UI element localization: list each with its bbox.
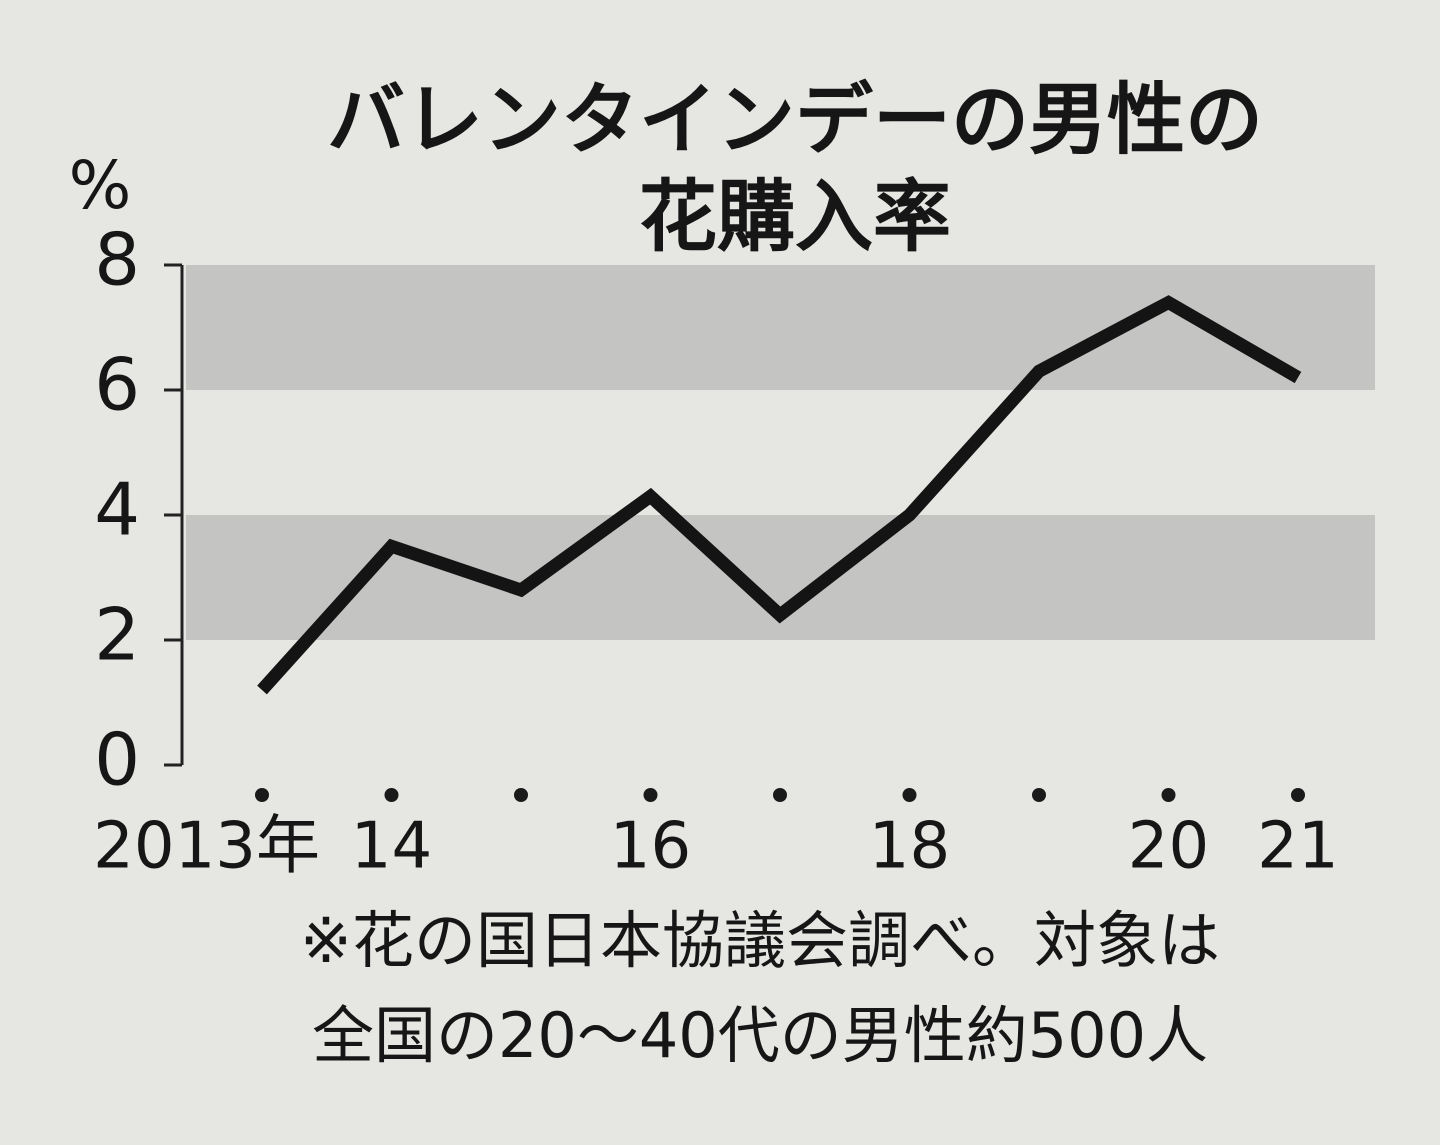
- x-tick-dot: [1161, 788, 1176, 802]
- x-tick-label: 14: [351, 810, 432, 884]
- note: 全国の20～40代の男性約500人: [312, 999, 1208, 1072]
- chart-title: 花購入率: [639, 172, 951, 262]
- note: ※花の国日本協議会調べ。対象は: [300, 904, 1220, 977]
- y-unit: %: [69, 147, 132, 224]
- x-tick-label: 18: [869, 810, 950, 884]
- x-tick-dot: [902, 788, 917, 802]
- band: [186, 265, 1375, 390]
- x-tick-dot: [255, 788, 269, 802]
- line: [257, 295, 1302, 695]
- x-tick-dot: [384, 788, 399, 802]
- x-tick-dot: [773, 788, 787, 802]
- y-tick-label: 2: [94, 593, 140, 677]
- x-tick-dot: [514, 788, 528, 802]
- x-tick-label: 21: [1257, 810, 1338, 884]
- y-tick-label: 8: [94, 218, 140, 302]
- y-tick-label: 6: [94, 343, 140, 427]
- x-tick-dot: [1291, 788, 1305, 802]
- y-tick-label: 4: [94, 468, 140, 552]
- x-tick-label: 16: [610, 810, 691, 884]
- y-tick-label: 0: [94, 718, 140, 802]
- chart-title: バレンタインデーの男性の: [327, 75, 1263, 165]
- x-tick-label: 2013年: [93, 810, 320, 884]
- x-tick-dot: [643, 788, 658, 802]
- x-tick-dot: [1032, 788, 1046, 802]
- x-tick-label: 20: [1128, 810, 1209, 884]
